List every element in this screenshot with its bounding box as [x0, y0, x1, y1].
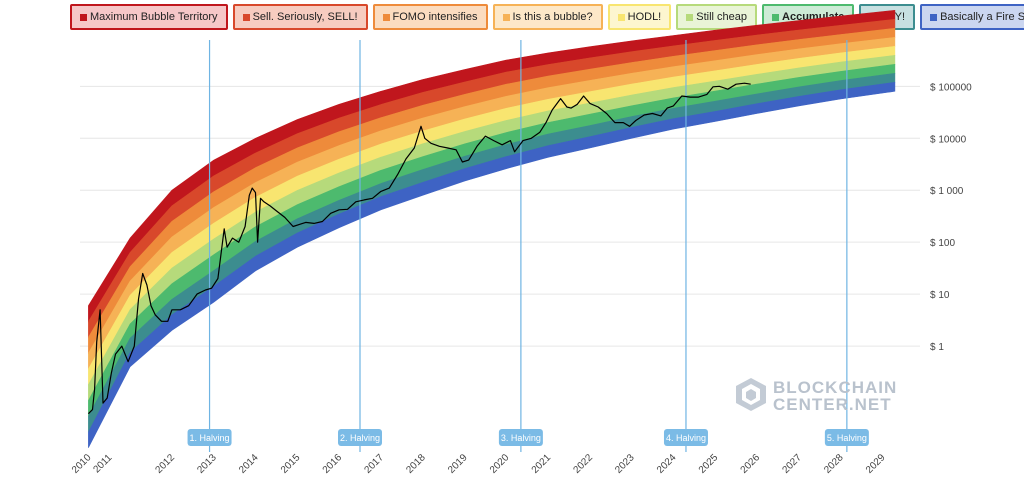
halving-badge: [338, 429, 382, 446]
legend-swatch: [242, 13, 250, 21]
legend-swatch: [930, 13, 938, 21]
rainbow-bands: [88, 9, 896, 448]
legend-label: FOMO intensifies: [392, 11, 478, 23]
legend-swatch: [80, 13, 87, 21]
y-tick-label: $ 100000: [930, 82, 972, 93]
legend-swatch: [686, 13, 694, 21]
legend-label: Maximum Bubble Territory: [90, 11, 218, 23]
y-tick-label: $ 1 000: [930, 186, 964, 197]
halving-label: 5. Halving: [827, 433, 867, 443]
halving-badge: [498, 429, 543, 446]
x-tick-label: 2015: [279, 452, 303, 476]
halving-label: 1. Halving: [190, 433, 230, 443]
x-tick-label: 2010: [70, 452, 94, 476]
btc-price-line[interactable]: [87, 82, 751, 415]
logo-line-2: CENTER.NET: [773, 395, 892, 414]
halving-label: 3. Halving: [501, 433, 541, 443]
x-tick-label: 2014: [237, 452, 261, 476]
y-tick-label: $ 10000: [930, 134, 967, 145]
legend-item-basically-a-fire-sale[interactable]: Basically a Fire Sale: [920, 4, 1024, 30]
x-tick-label: 2020: [488, 452, 512, 476]
legend-item-is-this-a-bubble[interactable]: Is this a bubble?: [492, 4, 603, 30]
halving-badge: [824, 429, 869, 446]
legend-label: Sell. Seriously, SELL!: [252, 11, 358, 23]
legend-item-hodl[interactable]: HODL!: [607, 4, 672, 30]
cube-logo-icon: [736, 378, 766, 411]
x-tick-label: 2016: [321, 452, 345, 476]
x-tick-label: 2021: [530, 452, 554, 476]
x-tick-label: 2028: [822, 452, 846, 476]
x-tick-label: 2017: [363, 452, 387, 476]
legend-label: HODL!: [627, 11, 662, 23]
halving-label: 2. Halving: [340, 433, 380, 443]
legend-item-fomo-intensifies[interactable]: FOMO intensifies: [372, 4, 488, 30]
legend-swatch: [502, 13, 510, 21]
blockchaincenter-logo: BLOCKCHAIN CENTER.NET: [736, 378, 897, 414]
y-tick-label: $ 1: [930, 342, 944, 353]
legend-item-sell-seriously-sell[interactable]: Sell. Seriously, SELL!: [232, 4, 368, 30]
price-series: [87, 82, 751, 415]
y-tick-label: $ 100: [930, 238, 955, 249]
x-tick-label: 2029: [864, 452, 888, 476]
legend-label: Still cheap: [696, 11, 748, 23]
legend-swatch: [382, 13, 390, 21]
legend-label: Basically a Fire Sale: [940, 11, 1024, 23]
y-tick-label: $ 10: [930, 290, 950, 301]
x-tick-label: 2011: [91, 452, 114, 475]
x-tick-label: 2018: [404, 452, 428, 476]
x-tick-label: 2012: [154, 452, 178, 476]
legend-swatch: [772, 13, 780, 21]
logo-line-1: BLOCKCHAIN: [773, 378, 897, 397]
legend-item-maximum-bubble-territory[interactable]: Maximum Bubble Territory: [70, 4, 228, 30]
legend-item-still-cheap[interactable]: Still cheap: [676, 4, 758, 30]
x-tick-label: 2025: [697, 452, 721, 476]
x-tick-label: 2022: [572, 452, 596, 476]
x-tick-label: 2013: [195, 452, 219, 476]
legend-label: Is this a bubble?: [512, 11, 593, 23]
legend-swatch: [617, 13, 625, 21]
halving-label: 4. Halving: [666, 433, 706, 443]
halving-badge: [187, 429, 232, 446]
x-tick-label: 2023: [613, 452, 637, 476]
x-tick-label: 2019: [446, 452, 470, 476]
halving-badge: [663, 429, 708, 446]
x-tick-label: 2024: [655, 452, 679, 476]
y-axis: $ 1 $ 10 $ 100 $ 1 000 $ 10000 $ 100000: [930, 82, 972, 353]
x-tick-label: 2027: [780, 452, 804, 476]
band-9[interactable]: [88, 81, 896, 448]
halving-markers: 1. Halving 2. Halving 3. Halving 4. Halving…: [187, 40, 869, 452]
x-tick-label: 2026: [739, 452, 763, 476]
